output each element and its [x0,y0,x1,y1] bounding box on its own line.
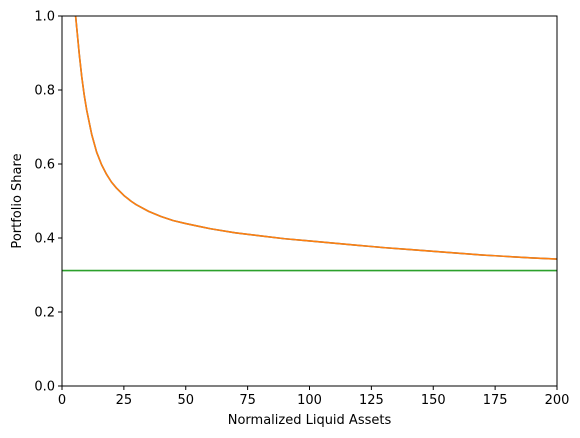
x-tick-label: 150 [421,393,446,408]
x-tick-label: 25 [116,393,133,408]
x-tick-label: 0 [58,393,66,408]
series-line-2 [74,15,558,260]
x-tick-label: 75 [239,393,256,408]
series-layer [62,15,558,272]
y-tick-label: 0.0 [34,380,55,395]
y-axis-label: Portfolio Share [10,153,25,248]
y-axis: 0.0 0.2 0.4 0.6 0.8 1.0 [34,10,62,395]
x-tick-label: 100 [297,393,322,408]
y-tick-label: 0.6 [34,158,55,173]
y-tick-label: 0.4 [34,232,55,247]
x-tick-label: 200 [545,393,570,408]
x-tick-label: 125 [359,393,384,408]
x-axis: 0 25 50 75 100 125 150 175 200 [58,386,570,408]
x-axis-label: Normalized Liquid Assets [228,413,392,428]
x-tick-label: 50 [177,393,194,408]
y-tick-label: 0.8 [34,84,55,99]
x-tick-label: 175 [483,393,508,408]
y-tick-label: 1.0 [34,10,55,25]
y-tick-label: 0.2 [34,306,55,321]
